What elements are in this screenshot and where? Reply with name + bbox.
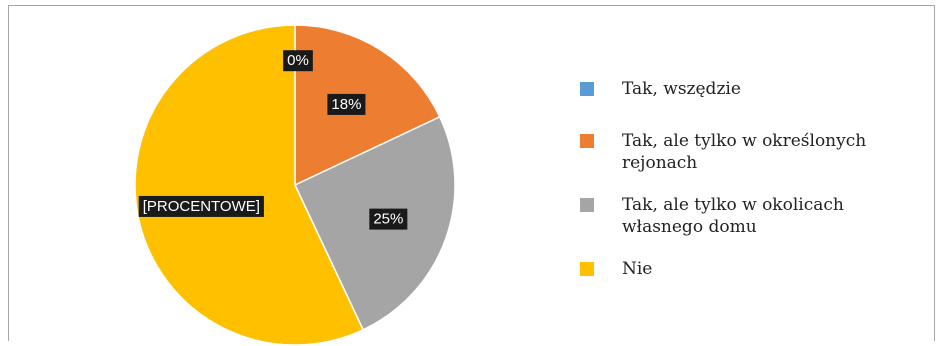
pie-slice-1[interactable] <box>294 24 441 187</box>
data-label-1: 18% <box>331 96 361 113</box>
legend-item-nie[interactable]: Nie <box>580 258 940 280</box>
legend-item-tak-wszedzie[interactable]: Tak, wszędzie <box>580 78 940 100</box>
legend-label-line-2: rejonach <box>622 153 698 173</box>
data-label-bg-3 <box>138 195 264 217</box>
data-label-bg-2 <box>369 208 408 230</box>
legend-label-line-2: własnego domu <box>622 217 757 237</box>
legend-item-okolice-domu[interactable]: Tak, ale tylko w okolicach własnego domu <box>580 194 940 238</box>
data-label-bg-0 <box>283 50 313 72</box>
legend-swatch-orange <box>580 134 594 148</box>
legend-swatch-blue <box>580 82 594 96</box>
legend-label-line-1: Tak, ale tylko w okolicach <box>622 195 844 215</box>
chart-legend: Tak, wszędzie Tak, ale tylko w określony… <box>580 78 940 310</box>
data-label-0: 0% <box>287 52 309 69</box>
data-label-3: [PROCENTOWE] <box>143 198 260 215</box>
pie-slice-3[interactable] <box>134 24 365 346</box>
legend-swatch-gray <box>580 198 594 212</box>
legend-item-okreslone-rejony[interactable]: Tak, ale tylko w określonych rejonach <box>580 130 940 174</box>
legend-label: Tak, wszędzie <box>622 79 741 99</box>
legend-label-line-1: Tak, ale tylko w określonych <box>622 131 867 151</box>
data-label-2: 25% <box>373 211 403 228</box>
legend-label: Nie <box>622 259 653 279</box>
data-label-bg-1 <box>327 93 366 115</box>
legend-swatch-yellow <box>580 262 594 276</box>
